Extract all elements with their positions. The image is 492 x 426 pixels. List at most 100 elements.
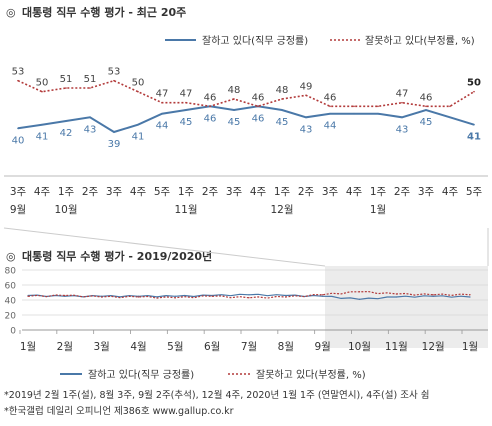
approve-point — [89, 116, 91, 119]
x-tick-label: 4주 — [442, 186, 459, 198]
recent-period-shade — [325, 266, 488, 348]
y-tick-label: 40 — [5, 297, 17, 307]
disapprove-point — [425, 105, 427, 108]
disapprove-point — [401, 101, 403, 104]
y-tick-label: 0 — [10, 327, 16, 337]
x-month-label: 1월 — [370, 204, 386, 216]
approve-point — [377, 112, 379, 115]
approve-point — [449, 116, 451, 119]
x-tick-label: 3주 — [418, 186, 435, 198]
month-label: 3월 — [93, 341, 109, 353]
zoom-connector-left — [3, 227, 326, 267]
month-label: 11월 — [385, 341, 408, 353]
disapprove-point — [65, 87, 67, 89]
bottom-approve-point — [322, 295, 324, 297]
disapprove-point — [89, 87, 91, 89]
x-tick-label: 4주 — [130, 186, 147, 198]
month-label: 2월 — [57, 341, 73, 353]
bottom-disapprove-point — [64, 294, 66, 297]
bottom-legend-approve-label: 잘하고 있다(직무 긍정률) — [88, 368, 194, 381]
x-tick-label: 3주 — [322, 186, 339, 198]
bottom-disapprove-point — [432, 294, 434, 296]
approve-value-label: 45 — [180, 117, 193, 128]
footnote-2: *한국갤럽 데일리 오피니언 제386호 www.gallup.co.kr — [4, 405, 234, 417]
x-tick-label: 3주 — [10, 186, 27, 198]
disapprove-value-label: 47 — [396, 89, 409, 100]
x-month-label: 9월 — [10, 204, 26, 216]
bottom-disapprove-point — [211, 295, 213, 297]
top-line-chart: 40 41 42 43 39 41 44 45 46 45 46 45 43 44 43 45 41 53 50 51… — [12, 67, 481, 150]
approve-point — [281, 109, 283, 111]
approve-point — [473, 123, 475, 126]
approve-value-label: 41 — [467, 132, 481, 143]
approve-value-label: 46 — [252, 113, 265, 124]
disapprove-point — [185, 101, 187, 104]
top-chart-title: 대통령 직무 수행 평가 - 최근 20주 — [22, 5, 186, 19]
approve-value-label: 42 — [60, 128, 73, 139]
x-tick-label: 2주 — [82, 186, 99, 198]
month-label: 7월 — [241, 341, 257, 353]
approve-value-label: 43 — [84, 124, 97, 135]
disapprove-value-label: 50 — [36, 78, 49, 89]
bottom-approve-point — [248, 294, 250, 296]
approve-series-line — [17, 105, 475, 134]
disapprove-point — [233, 98, 235, 100]
y-tick-label: 80 — [5, 267, 17, 277]
disapprove-value-label: 46 — [252, 92, 265, 103]
top-x-axis: 3주 4주 1주 2주 3주 4주 5주 1주 2주 3주 4주 1주 2주 3주 4주 1주 2주 3주 4주 5주… — [4, 175, 488, 216]
disapprove-value-label: 51 — [84, 74, 97, 85]
approve-value-label: 45 — [276, 117, 289, 128]
y-tick-label: 60 — [5, 282, 17, 292]
month-label: 1월 — [20, 341, 36, 353]
approve-value-label: 45 — [228, 117, 241, 128]
disapprove-value-label: 53 — [12, 67, 25, 78]
y-tick-label: 20 — [5, 312, 17, 322]
bottom-approve-point — [469, 296, 471, 298]
footnote-1: *2019년 2월 1주(설), 8월 3주, 9월 2주(추석), 12월 4… — [4, 389, 429, 401]
approve-point — [41, 123, 43, 126]
bottom-disapprove-point — [285, 296, 287, 298]
approve-value-label: 43 — [396, 124, 409, 135]
x-month-label: 11월 — [174, 204, 197, 216]
bottom-disapprove-point — [469, 294, 471, 296]
approve-value-label: 43 — [300, 124, 313, 135]
bottom-disapprove-point — [395, 293, 397, 295]
legend-approve-label: 잘하고 있다(직무 긍정률) — [202, 34, 308, 47]
x-tick-label: 2주 — [202, 186, 219, 198]
disapprove-value-label: 48 — [276, 85, 289, 96]
bottom-approve-point — [432, 295, 434, 297]
bottom-chart-title: 대통령 직무 수행 평가 - 2019/2020년 — [22, 249, 212, 263]
x-tick-label: 4주 — [34, 186, 51, 198]
disapprove-point — [281, 98, 283, 100]
bottom-approve-point — [358, 298, 361, 300]
approve-value-label: 44 — [156, 121, 169, 132]
x-tick-label: 3주 — [226, 186, 243, 198]
disapprove-point — [209, 105, 211, 108]
approve-value-label: 44 — [324, 121, 337, 132]
disapprove-point — [473, 90, 475, 93]
x-tick-label: 1주 — [370, 186, 387, 198]
bottom-disapprove-point — [322, 294, 324, 296]
disapprove-point — [113, 79, 115, 82]
bottom-line-chart: 80 60 40 20 0 1월 2월 3월 4월 5월 6월 7월 8월 9월 10월 11월 12월 1월 — [3, 227, 489, 353]
approve-value-label: 46 — [204, 113, 217, 124]
x-tick-label: 2주 — [298, 186, 315, 198]
approve-point — [113, 131, 115, 133]
disapprove-value-label: 51 — [60, 74, 73, 85]
approve-point — [401, 116, 403, 119]
disapprove-point — [449, 105, 451, 108]
disapprove-value-label: 47 — [156, 89, 169, 100]
legend-disapprove-label: 잘못하고 있다(부정률, %) — [365, 34, 475, 47]
approve-value-label: 45 — [420, 117, 433, 128]
x-tick-label: 1주 — [58, 186, 75, 198]
bottom-approve-point — [395, 296, 397, 298]
approve-value-label: 41 — [132, 132, 145, 143]
bottom-disapprove-point — [358, 291, 361, 293]
month-label: 10월 — [348, 341, 371, 353]
x-tick-label: 4주 — [250, 186, 267, 198]
approve-point — [305, 116, 307, 119]
disapprove-value-label: 50 — [467, 78, 481, 89]
approve-point — [65, 120, 67, 122]
approve-value-label: 41 — [36, 132, 49, 143]
month-label: 12월 — [422, 341, 445, 353]
